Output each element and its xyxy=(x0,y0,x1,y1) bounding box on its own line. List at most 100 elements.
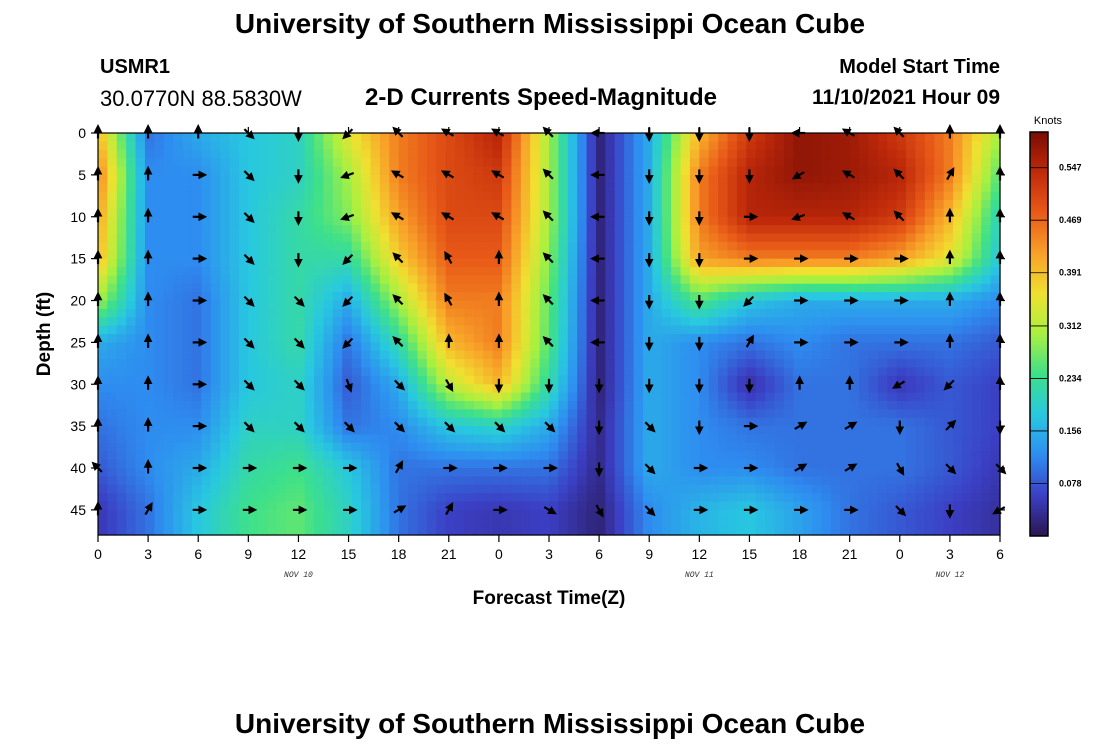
heatmap-cell xyxy=(783,401,794,410)
heatmap-cell xyxy=(248,375,259,385)
heatmap-cell xyxy=(182,300,193,310)
heatmap-cell xyxy=(408,133,419,142)
heatmap-cell xyxy=(304,468,315,477)
heatmap-cell xyxy=(483,518,494,528)
heatmap-cell xyxy=(98,451,108,461)
x-tick-label: 12 xyxy=(291,546,307,562)
heatmap-cell xyxy=(144,417,155,427)
heatmap-cell xyxy=(210,359,221,369)
heatmap-cell xyxy=(962,409,973,419)
heatmap-cell xyxy=(361,350,372,360)
heatmap-cell xyxy=(342,468,353,477)
heatmap-cell xyxy=(981,476,992,486)
heatmap-cell xyxy=(906,442,917,452)
heatmap-cell xyxy=(520,501,531,511)
heatmap-cell xyxy=(774,191,785,201)
heatmap-cell xyxy=(201,484,212,494)
heatmap-cell xyxy=(652,459,663,469)
heatmap-cell xyxy=(267,133,278,142)
heatmap-cell xyxy=(116,149,127,159)
heatmap-cell xyxy=(953,476,964,486)
heatmap-cell xyxy=(718,200,729,209)
heatmap-cell xyxy=(755,350,766,360)
heatmap-cell xyxy=(793,225,804,235)
heatmap-cell xyxy=(661,191,672,201)
heatmap-cell xyxy=(332,325,343,335)
heatmap-cell xyxy=(248,334,259,343)
heatmap-cell xyxy=(943,250,954,260)
heatmap-cell xyxy=(642,275,653,285)
heatmap-cell xyxy=(351,367,362,377)
heatmap-cell xyxy=(492,233,503,243)
heatmap-cell xyxy=(877,149,888,159)
heatmap-cell xyxy=(389,526,400,536)
heatmap-cell xyxy=(436,166,447,176)
heatmap-cell xyxy=(502,191,513,201)
heatmap-cell xyxy=(267,283,278,293)
heatmap-cell xyxy=(718,149,729,159)
heatmap-cell xyxy=(304,359,315,369)
heatmap-cell xyxy=(107,476,118,486)
heatmap-cell xyxy=(877,451,888,461)
heatmap-cell xyxy=(520,484,531,494)
heatmap-cell xyxy=(971,325,982,335)
heatmap-cell xyxy=(539,149,550,159)
heatmap-cell xyxy=(577,200,588,209)
heatmap-cell xyxy=(492,526,503,536)
heatmap-cell xyxy=(144,459,155,469)
heatmap-cell xyxy=(868,392,879,402)
heatmap-cell xyxy=(642,158,653,168)
heatmap-cell xyxy=(971,509,982,519)
heatmap-cell xyxy=(323,342,334,352)
heatmap-cell xyxy=(530,367,541,377)
heatmap-cell xyxy=(549,451,559,461)
heatmap-cell xyxy=(567,200,578,209)
heatmap-cell xyxy=(812,250,823,260)
heatmap-cell xyxy=(783,183,794,193)
x-axis-title: Forecast Time(Z) xyxy=(473,588,626,609)
heatmap-cell xyxy=(906,384,917,394)
heatmap-cell xyxy=(398,275,409,285)
current-arrow xyxy=(743,295,755,307)
heatmap-cell xyxy=(520,158,531,168)
heatmap-cell xyxy=(502,451,513,461)
heatmap-cell xyxy=(332,501,343,511)
current-arrow xyxy=(542,168,554,180)
heatmap-cell xyxy=(455,359,466,369)
heatmap-cell xyxy=(699,384,710,394)
heatmap-cell xyxy=(577,149,588,159)
heatmap-cell xyxy=(859,267,870,276)
heatmap-cell xyxy=(605,225,616,235)
heatmap-cell xyxy=(163,501,174,511)
heatmap-cell xyxy=(868,174,879,184)
heatmap-cell xyxy=(680,468,691,477)
heatmap-cell xyxy=(379,183,390,193)
heatmap-cell xyxy=(990,375,1001,385)
heatmap-cell xyxy=(511,509,522,519)
heatmap-cell xyxy=(671,501,682,511)
heatmap-cell xyxy=(492,442,503,452)
heatmap-cell xyxy=(802,409,813,419)
heatmap-cell xyxy=(736,392,747,402)
heatmap-cell xyxy=(990,275,1001,285)
heatmap-cell xyxy=(746,526,757,536)
heatmap-cell xyxy=(351,149,362,159)
heatmap-cell xyxy=(342,434,353,444)
heatmap-cell xyxy=(530,216,541,226)
heatmap-cell xyxy=(830,392,841,402)
heatmap-cell xyxy=(351,442,362,452)
heatmap-cell xyxy=(633,468,644,477)
heatmap-cell xyxy=(191,509,202,519)
heatmap-cell xyxy=(530,158,541,168)
heatmap-cell xyxy=(502,392,513,402)
heatmap-cell xyxy=(830,191,841,201)
heatmap-cell xyxy=(943,225,954,235)
heatmap-cell xyxy=(567,317,578,327)
heatmap-cell xyxy=(821,476,832,486)
heatmap-cell xyxy=(746,409,757,419)
heatmap-cell xyxy=(144,292,155,302)
heatmap-cell xyxy=(351,401,362,410)
heatmap-cell xyxy=(896,241,907,251)
heatmap-cell xyxy=(126,250,137,260)
heatmap-cell xyxy=(990,325,1001,335)
